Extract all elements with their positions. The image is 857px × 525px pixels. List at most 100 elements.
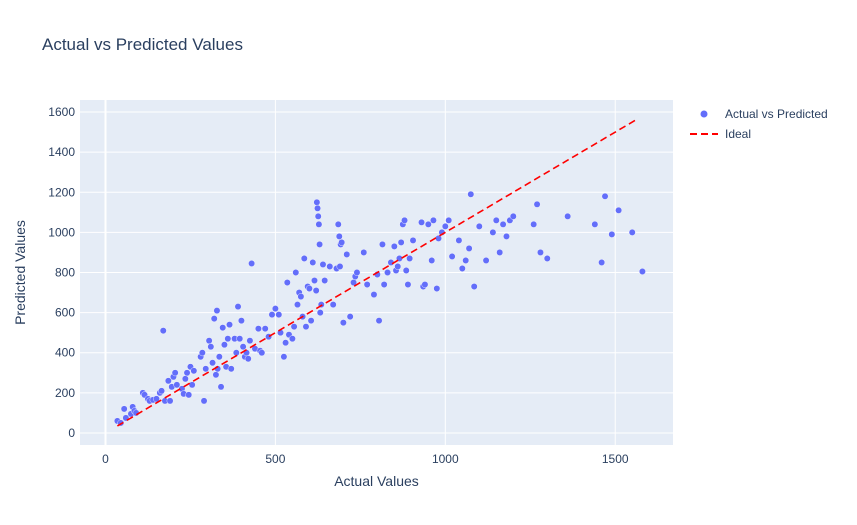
data-point xyxy=(217,383,225,391)
data-point xyxy=(200,397,208,405)
y-axis-title: Predicted Values xyxy=(12,220,28,325)
data-point xyxy=(312,287,320,294)
data-point xyxy=(379,241,386,248)
y-tick-label: 200 xyxy=(55,386,75,400)
x-tick-label: 1500 xyxy=(602,452,629,466)
data-point xyxy=(441,222,449,230)
legend-label: Ideal xyxy=(725,127,751,141)
data-point xyxy=(307,317,315,325)
data-point xyxy=(159,327,167,335)
data-point xyxy=(615,206,623,214)
data-point xyxy=(470,283,478,290)
y-tick-label: 0 xyxy=(68,426,75,440)
data-point xyxy=(530,220,538,228)
data-point xyxy=(290,323,298,331)
y-tick-label: 1200 xyxy=(48,185,75,199)
data-point xyxy=(207,343,215,351)
data-point xyxy=(300,255,308,262)
data-point xyxy=(171,369,179,377)
data-point xyxy=(394,263,402,270)
data-point xyxy=(402,267,410,274)
data-point xyxy=(406,255,414,262)
data-point xyxy=(397,239,405,246)
data-point xyxy=(272,305,279,313)
data-point xyxy=(275,311,283,319)
data-point xyxy=(212,371,220,379)
data-point xyxy=(533,200,541,208)
data-point xyxy=(292,269,300,276)
data-point xyxy=(181,375,189,383)
data-point xyxy=(424,220,432,228)
chart-title: Actual vs Predicted Values xyxy=(42,35,243,54)
data-point xyxy=(339,319,347,327)
data-point xyxy=(409,237,417,244)
legend-item-actual-vs-predicted[interactable]: Actual vs Predicted xyxy=(700,107,828,121)
legend-marker xyxy=(700,110,708,118)
data-point xyxy=(496,249,504,256)
data-point xyxy=(564,212,572,220)
data-point xyxy=(336,263,344,270)
data-point xyxy=(445,216,453,224)
data-point xyxy=(316,309,324,317)
data-point xyxy=(190,367,198,375)
data-point xyxy=(360,249,368,256)
data-point xyxy=(283,279,291,286)
data-point xyxy=(329,301,337,308)
legend[interactable]: Actual vs Predicted Ideal xyxy=(690,107,828,141)
data-point xyxy=(297,293,305,300)
data-point xyxy=(313,198,321,206)
data-point xyxy=(421,281,429,288)
data-point xyxy=(213,307,221,315)
x-tick-label: 500 xyxy=(265,452,285,466)
data-point xyxy=(205,337,213,345)
legend-item-ideal[interactable]: Ideal xyxy=(690,127,751,141)
data-point xyxy=(224,335,232,343)
data-point xyxy=(375,317,383,325)
data-point xyxy=(467,190,475,198)
data-point xyxy=(314,212,322,220)
data-point xyxy=(346,313,354,321)
data-point xyxy=(202,365,210,373)
data-point xyxy=(311,277,318,284)
data-point xyxy=(221,341,228,349)
data-point xyxy=(227,365,235,373)
data-point xyxy=(319,261,327,268)
x-tick-label: 1000 xyxy=(432,452,459,466)
data-point xyxy=(591,220,599,228)
data-point xyxy=(363,281,371,288)
data-point xyxy=(401,216,408,224)
data-point xyxy=(236,335,244,343)
data-point xyxy=(246,337,254,345)
data-point xyxy=(608,230,616,238)
data-point xyxy=(370,291,378,298)
y-tick-label: 1000 xyxy=(48,225,75,239)
y-tick-label: 600 xyxy=(55,306,75,320)
data-point xyxy=(390,243,398,250)
data-point xyxy=(219,324,227,332)
grid-lines xyxy=(80,100,673,445)
data-point xyxy=(489,228,497,236)
data-point xyxy=(210,315,218,323)
data-point xyxy=(234,303,242,310)
data-point xyxy=(288,335,296,343)
data-point xyxy=(499,220,507,228)
data-point xyxy=(238,317,245,325)
data-point xyxy=(482,257,490,264)
data-point xyxy=(120,405,128,413)
data-point xyxy=(380,281,388,288)
data-point xyxy=(384,269,391,276)
data-point xyxy=(465,245,473,252)
data-point xyxy=(314,204,321,212)
data-point xyxy=(598,259,606,266)
data-point xyxy=(244,355,252,363)
x-axis-title: Actual Values xyxy=(334,473,419,489)
data-point xyxy=(173,381,181,389)
data-point xyxy=(294,301,301,308)
data-point xyxy=(164,377,172,385)
ideal-line xyxy=(116,119,637,427)
data-point xyxy=(543,255,551,262)
data-point xyxy=(462,257,470,264)
data-point xyxy=(509,212,517,220)
data-point xyxy=(353,269,361,276)
